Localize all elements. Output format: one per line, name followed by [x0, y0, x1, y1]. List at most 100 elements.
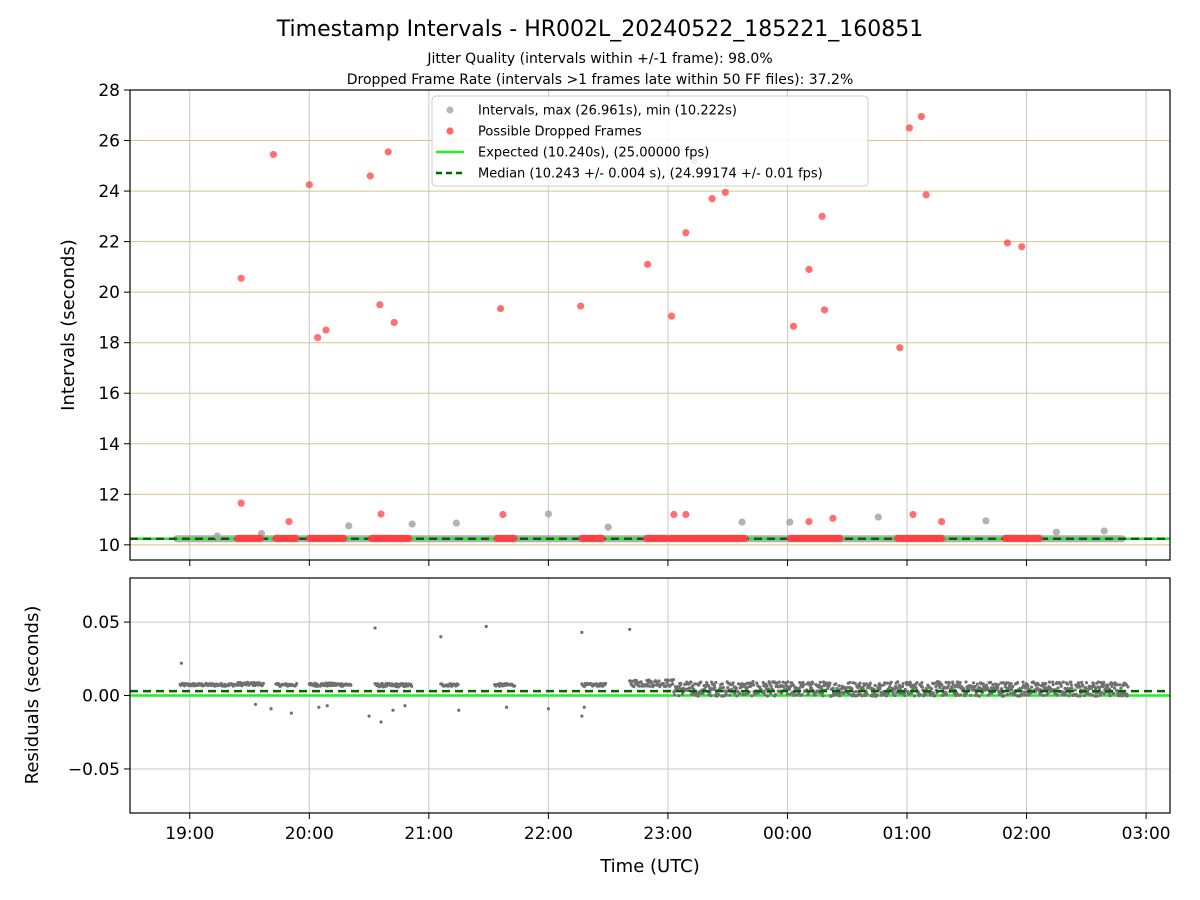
residual-point — [915, 681, 919, 685]
residual-point — [940, 683, 944, 687]
legend-marker — [446, 106, 454, 114]
residual-point — [792, 693, 796, 697]
legend-label: Expected (10.240s), (25.00000 fps) — [478, 146, 709, 161]
residual-point — [818, 680, 822, 684]
residuals-plot-frame — [129, 577, 1171, 814]
residual-point — [1009, 682, 1013, 686]
residual-point — [929, 687, 934, 691]
dropped-frame-point — [1003, 239, 1012, 247]
x-tick-label: 00:00 — [763, 824, 812, 844]
residual-point — [513, 684, 517, 688]
residual-point — [975, 682, 979, 686]
residual-point — [777, 680, 781, 684]
residual-point — [1030, 685, 1034, 689]
residual-point — [977, 694, 982, 698]
residual-point — [848, 680, 852, 685]
residual-point — [1081, 683, 1085, 687]
residual-point — [858, 681, 862, 685]
residual-point — [762, 689, 766, 694]
dropped-frame-point — [670, 510, 678, 519]
residual-point — [1066, 682, 1070, 686]
residual-point — [696, 694, 700, 698]
residual-point — [1023, 693, 1027, 697]
residual-point — [791, 683, 795, 687]
residual-point — [959, 693, 963, 697]
residual-point — [635, 680, 639, 684]
dropped-frame-point — [384, 148, 392, 156]
residual-point — [877, 682, 881, 686]
residual-point — [862, 683, 866, 688]
residual-point — [946, 684, 950, 688]
residual-point — [850, 686, 854, 691]
dropped-frame-point — [376, 301, 384, 309]
residual-point — [728, 693, 732, 697]
residual-point — [721, 685, 725, 690]
residual-point — [954, 693, 958, 698]
residual-point — [731, 681, 735, 685]
interval-point — [982, 517, 990, 525]
residual-point — [1021, 680, 1025, 684]
residual-point — [1077, 685, 1082, 689]
residual-point — [672, 693, 677, 697]
residual-point — [837, 684, 841, 688]
interval-point — [604, 523, 612, 531]
residual-point — [657, 679, 661, 683]
residual-point — [958, 680, 962, 685]
residual-point — [828, 681, 832, 685]
residual-point — [951, 682, 955, 687]
residual-point — [1112, 691, 1116, 696]
residual-point — [699, 680, 703, 684]
residual-point — [788, 692, 792, 696]
dropped-frame-point — [496, 304, 505, 313]
dropped-frame-point — [256, 534, 265, 542]
residual-point — [971, 681, 976, 685]
interval-point — [213, 532, 221, 540]
interval-point — [874, 513, 882, 521]
residual-point — [821, 694, 825, 698]
residual-point — [457, 708, 461, 712]
residual-point — [920, 681, 924, 685]
residual-point — [936, 683, 940, 687]
residual-point — [1059, 684, 1063, 688]
residuals-plot: 19:00 20:00 21:00 22:00 23:00 00:00 01:00 02:00… — [68, 577, 1171, 844]
dropped-frame-point — [1035, 534, 1044, 542]
interval-point — [1052, 528, 1061, 536]
residual-point — [1047, 680, 1051, 684]
interval-point — [452, 519, 460, 527]
residual-point — [800, 693, 804, 697]
residual-point — [872, 691, 877, 695]
residual-point — [713, 686, 717, 690]
residual-point — [964, 680, 968, 684]
y-tick-label: 16 — [98, 384, 120, 404]
dropped-frame-point — [909, 510, 917, 519]
residual-point — [1102, 691, 1106, 696]
residual-point — [652, 683, 656, 687]
residual-point — [797, 691, 801, 695]
residual-point — [873, 683, 877, 688]
residual-point — [349, 683, 353, 687]
residual-point — [1124, 683, 1128, 687]
dropped-frame-point — [896, 344, 904, 352]
residual-point — [685, 680, 689, 684]
residual-point — [868, 681, 872, 685]
residual-point — [680, 692, 685, 696]
residual-point — [1077, 682, 1081, 687]
residual-point — [797, 686, 801, 691]
residual-point — [1061, 680, 1065, 684]
residual-point — [888, 685, 892, 689]
dropped-frame-point — [340, 534, 348, 542]
residual-point — [252, 680, 256, 685]
residual-point — [1096, 680, 1100, 684]
residual-point — [1006, 681, 1011, 685]
residual-point — [733, 691, 737, 696]
residual-point — [456, 682, 460, 687]
residual-point — [786, 680, 790, 684]
residual-point — [1125, 694, 1129, 698]
dropped-frame-point — [938, 534, 946, 542]
residual-point — [1020, 692, 1024, 696]
dropped-frame-point — [322, 326, 330, 334]
residual-point — [765, 684, 769, 688]
residual-point — [831, 686, 835, 690]
dropped-frame-point — [390, 318, 398, 327]
dropped-frame-point — [499, 510, 507, 519]
